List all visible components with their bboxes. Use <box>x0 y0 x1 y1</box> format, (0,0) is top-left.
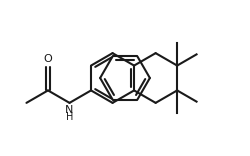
Text: H: H <box>66 112 73 122</box>
Text: O: O <box>44 54 52 64</box>
Text: N: N <box>65 105 74 115</box>
